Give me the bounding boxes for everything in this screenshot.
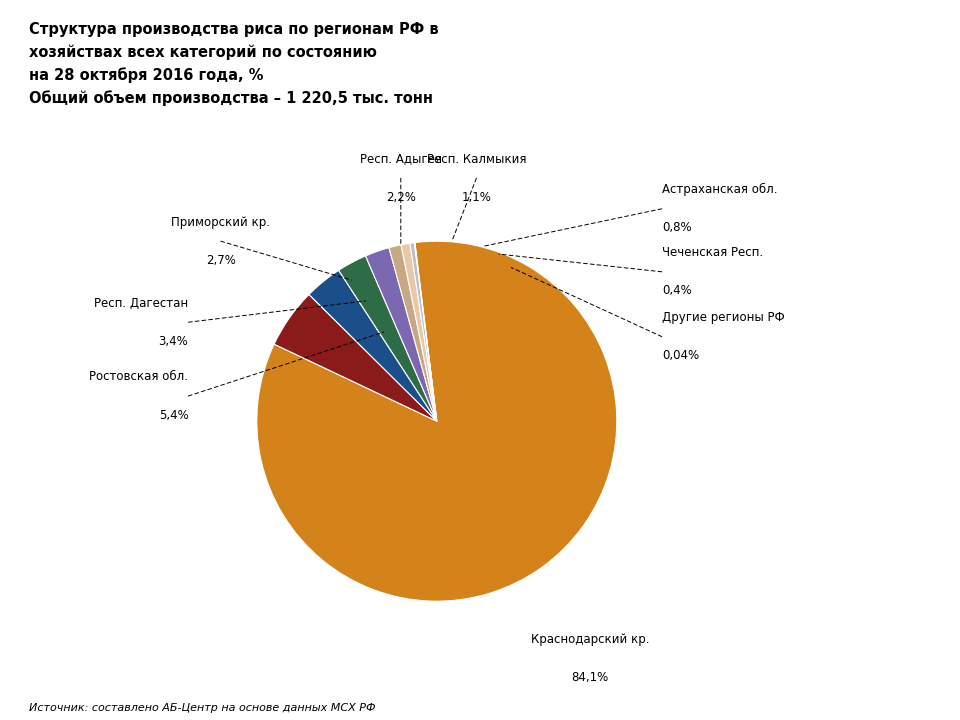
Wedge shape [309, 270, 437, 421]
Wedge shape [275, 294, 437, 421]
Text: 2,2%: 2,2% [386, 191, 416, 204]
Text: Другие регионы РФ: Другие регионы РФ [661, 311, 784, 324]
Wedge shape [410, 243, 437, 421]
Text: Структура производства риса по регионам РФ в
хозяйствах всех категорий по состоя: Структура производства риса по регионам … [29, 22, 439, 107]
Text: Респ. Дагестан: Респ. Дагестан [94, 297, 188, 310]
Wedge shape [339, 256, 437, 421]
Text: Астраханская обл.: Астраханская обл. [661, 183, 778, 196]
Text: 0,04%: 0,04% [661, 349, 699, 362]
Wedge shape [366, 248, 437, 421]
Text: 5,4%: 5,4% [158, 408, 188, 422]
Text: Респ. Адыгея: Респ. Адыгея [360, 153, 442, 166]
Text: Ростовская обл.: Ростовская обл. [89, 370, 188, 383]
Text: 84,1%: 84,1% [571, 671, 609, 685]
Wedge shape [401, 243, 437, 421]
Wedge shape [257, 241, 616, 601]
Wedge shape [415, 243, 437, 421]
Text: 2,7%: 2,7% [205, 253, 236, 267]
Text: 1,1%: 1,1% [462, 191, 492, 204]
Text: Чеченская Респ.: Чеченская Респ. [661, 246, 763, 259]
Text: Краснодарский кр.: Краснодарский кр. [531, 633, 649, 647]
Text: 3,4%: 3,4% [158, 335, 188, 348]
Text: 0,8%: 0,8% [661, 221, 691, 235]
Text: Приморский кр.: Приморский кр. [171, 215, 271, 228]
Text: Источник: составлено АБ-Центр на основе данных МСХ РФ: Источник: составлено АБ-Центр на основе … [29, 703, 375, 713]
Text: 0,4%: 0,4% [661, 284, 691, 297]
Text: Респ. Калмыкия: Респ. Калмыкия [426, 153, 526, 166]
Wedge shape [389, 245, 437, 421]
